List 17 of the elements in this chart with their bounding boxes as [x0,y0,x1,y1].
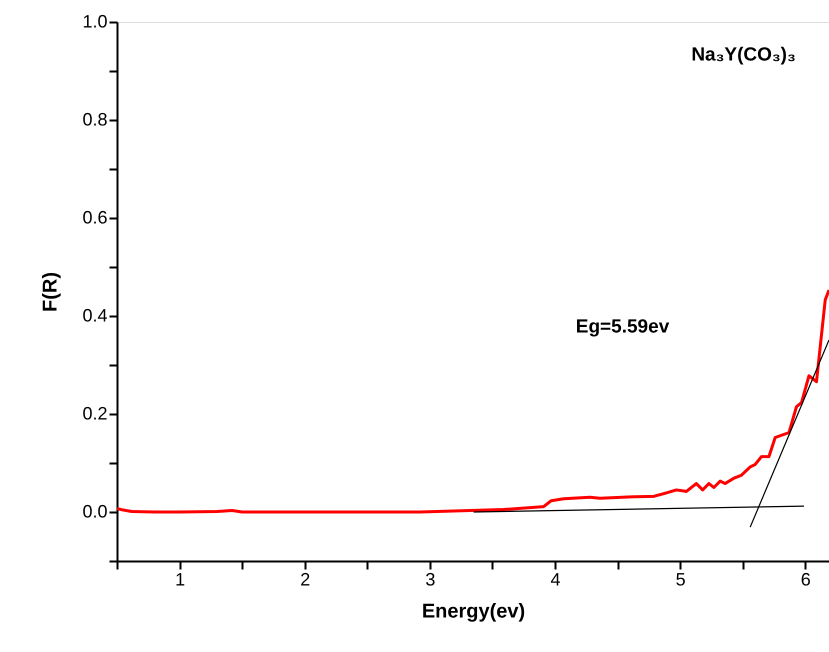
x-tick-label: 5 [676,570,686,590]
y-tick-label: 1.0 [82,12,108,32]
x-tick-label: 3 [425,570,436,590]
annotation: Na₃Y(CO₃)₃ [691,44,796,66]
x-axis-title: Energy(ev) [422,600,526,622]
x-tick-label: 6 [800,570,811,590]
line-series [117,288,829,514]
annotation: Eg=5.59ev [576,316,670,338]
y-tick-label: 0.0 [82,502,108,522]
x-tick-label: 1 [175,570,186,590]
y-axis-title: F(R) [39,272,62,312]
y-tick-label: 0.6 [82,208,108,228]
y-tick-label: 0.2 [82,404,108,424]
x-tick-label: 2 [300,570,310,590]
y-tick-label: 0.4 [82,306,108,326]
y-tick-label: 0.8 [82,110,108,130]
x-tick-label: 4 [550,570,560,590]
